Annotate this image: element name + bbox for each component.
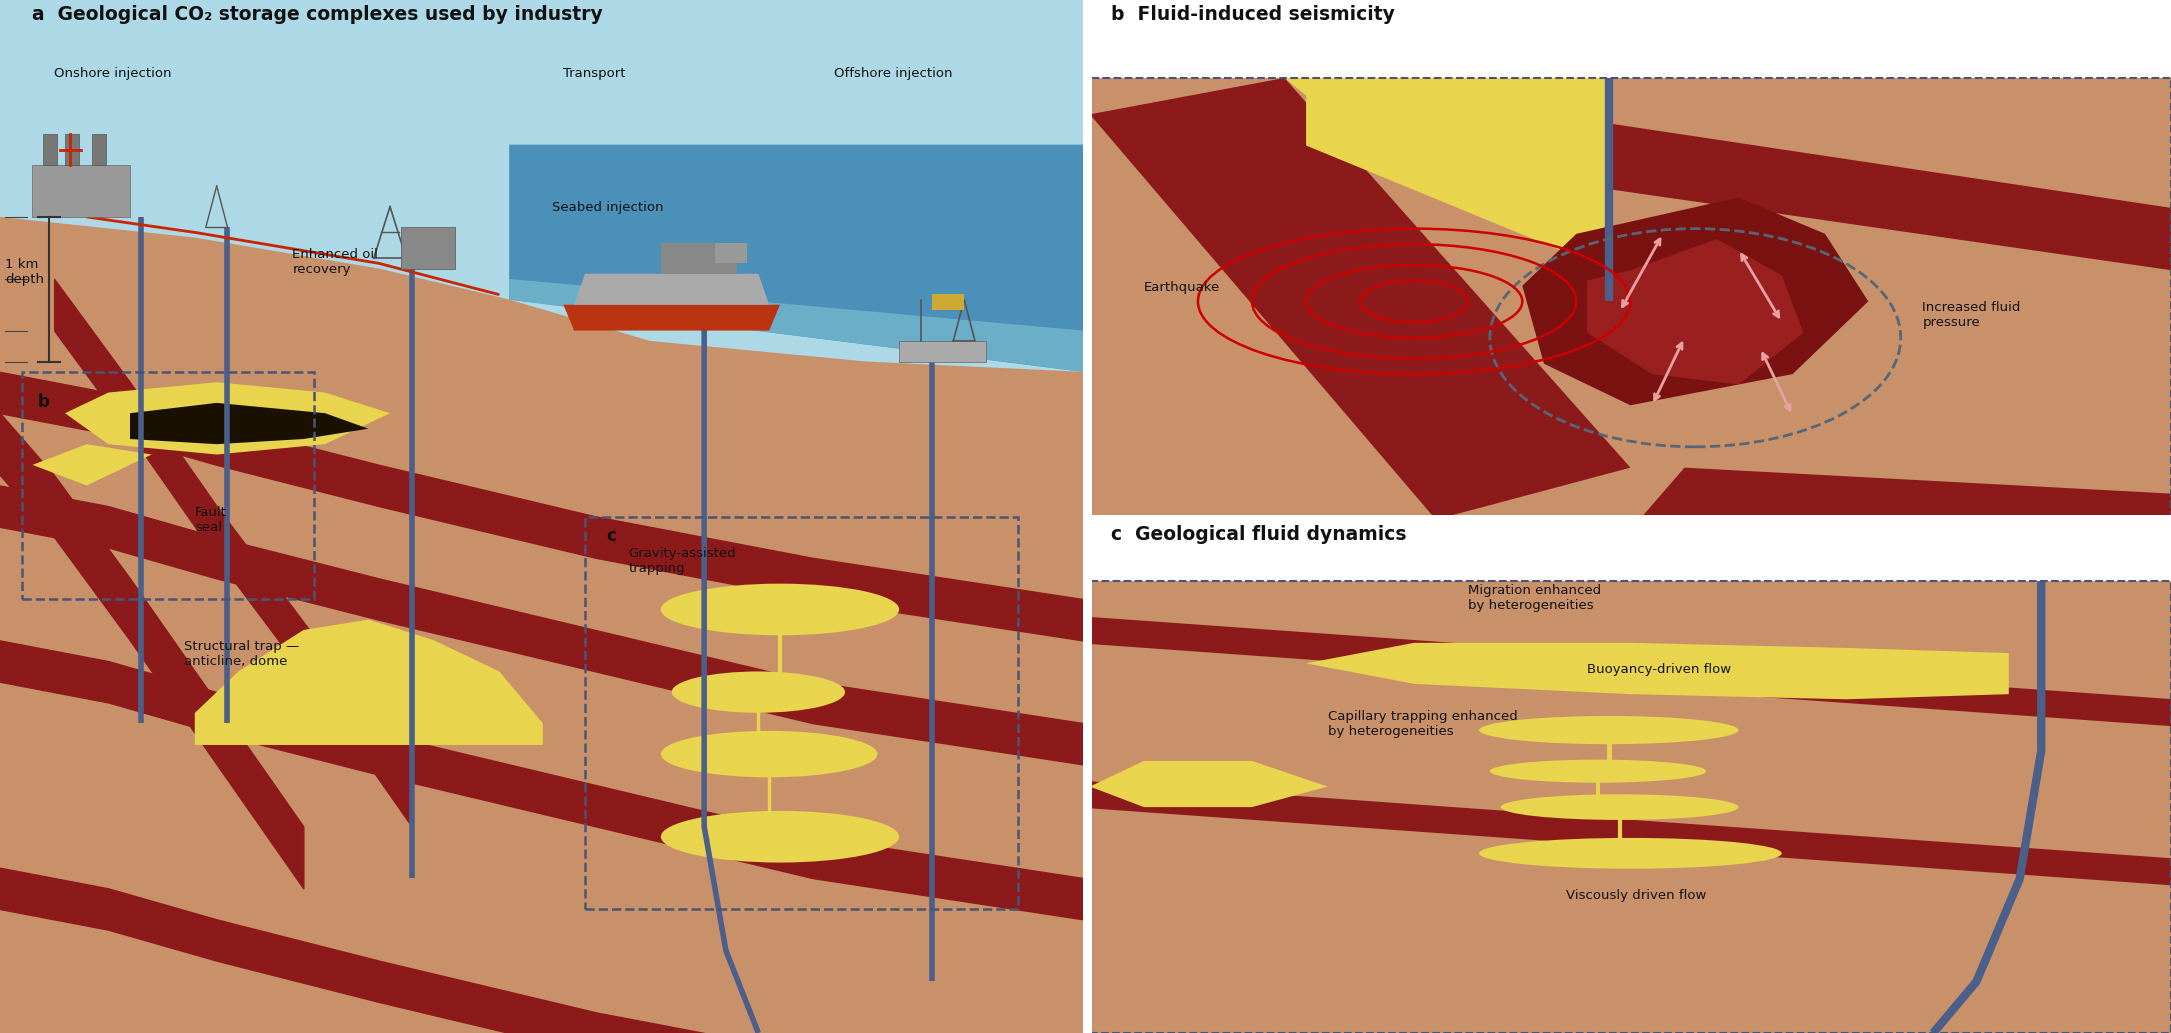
Ellipse shape xyxy=(671,671,845,713)
Text: Viscously driven flow: Viscously driven flow xyxy=(1565,889,1706,902)
Bar xyxy=(931,294,964,310)
Ellipse shape xyxy=(1489,759,1706,783)
Polygon shape xyxy=(1630,468,2171,530)
Bar xyxy=(33,165,130,217)
Bar xyxy=(91,134,106,165)
Polygon shape xyxy=(562,305,779,331)
Ellipse shape xyxy=(1478,716,1739,744)
Ellipse shape xyxy=(1500,794,1739,820)
Text: Gravity-assisted
trapping: Gravity-assisted trapping xyxy=(627,547,736,575)
Text: Structural trap —
anticline, dome: Structural trap — anticline, dome xyxy=(185,640,300,668)
Bar xyxy=(1090,582,2171,1033)
Text: b  Fluid-induced seismicity: b Fluid-induced seismicity xyxy=(1112,5,1396,24)
Polygon shape xyxy=(1090,761,1329,807)
Bar xyxy=(1090,520,2171,582)
Text: Onshore injection: Onshore injection xyxy=(54,67,172,81)
Bar xyxy=(1090,77,2171,520)
Polygon shape xyxy=(130,403,369,444)
Text: c: c xyxy=(606,527,617,544)
Bar xyxy=(660,243,736,274)
Bar xyxy=(402,227,456,269)
Bar xyxy=(1090,0,2171,77)
Bar xyxy=(899,341,986,362)
Polygon shape xyxy=(65,382,391,455)
Text: Offshore injection: Offshore injection xyxy=(834,67,953,81)
Text: a  Geological CO₂ storage complexes used by industry: a Geological CO₂ storage complexes used … xyxy=(33,5,604,24)
Polygon shape xyxy=(1587,239,1804,384)
Polygon shape xyxy=(573,274,769,305)
Text: Buoyancy-driven flow: Buoyancy-driven flow xyxy=(1587,663,1730,677)
Text: Increased fluid
pressure: Increased fluid pressure xyxy=(1921,302,2021,330)
Text: Capillary trapping enhanced
by heterogeneities: Capillary trapping enhanced by heterogen… xyxy=(1329,710,1518,738)
Polygon shape xyxy=(1307,77,2171,271)
Text: 1 km
depth: 1 km depth xyxy=(4,258,43,286)
Text: Transport: Transport xyxy=(562,67,625,81)
Text: b: b xyxy=(37,393,50,410)
Polygon shape xyxy=(1307,643,2008,699)
Polygon shape xyxy=(510,279,1083,372)
Polygon shape xyxy=(510,145,1083,372)
Bar xyxy=(65,134,78,165)
Text: Fault
seal: Fault seal xyxy=(195,506,228,534)
Polygon shape xyxy=(33,444,152,486)
Text: Seabed injection: Seabed injection xyxy=(551,201,664,215)
Ellipse shape xyxy=(660,731,877,777)
Ellipse shape xyxy=(660,584,899,635)
Polygon shape xyxy=(1285,77,1609,249)
Text: c  Geological fluid dynamics: c Geological fluid dynamics xyxy=(1112,525,1407,543)
Text: Earthquake: Earthquake xyxy=(1144,281,1220,293)
Text: Migration enhanced
by heterogeneities: Migration enhanced by heterogeneities xyxy=(1468,584,1602,612)
Ellipse shape xyxy=(660,811,899,863)
Bar xyxy=(43,134,56,165)
Ellipse shape xyxy=(1478,838,1782,869)
Bar xyxy=(714,243,747,263)
Text: Enhanced oil
recovery: Enhanced oil recovery xyxy=(293,248,378,276)
Polygon shape xyxy=(0,217,1083,1033)
Bar xyxy=(0,0,1083,83)
Polygon shape xyxy=(1307,77,1609,271)
Polygon shape xyxy=(1090,77,1630,520)
Polygon shape xyxy=(1522,197,1869,405)
